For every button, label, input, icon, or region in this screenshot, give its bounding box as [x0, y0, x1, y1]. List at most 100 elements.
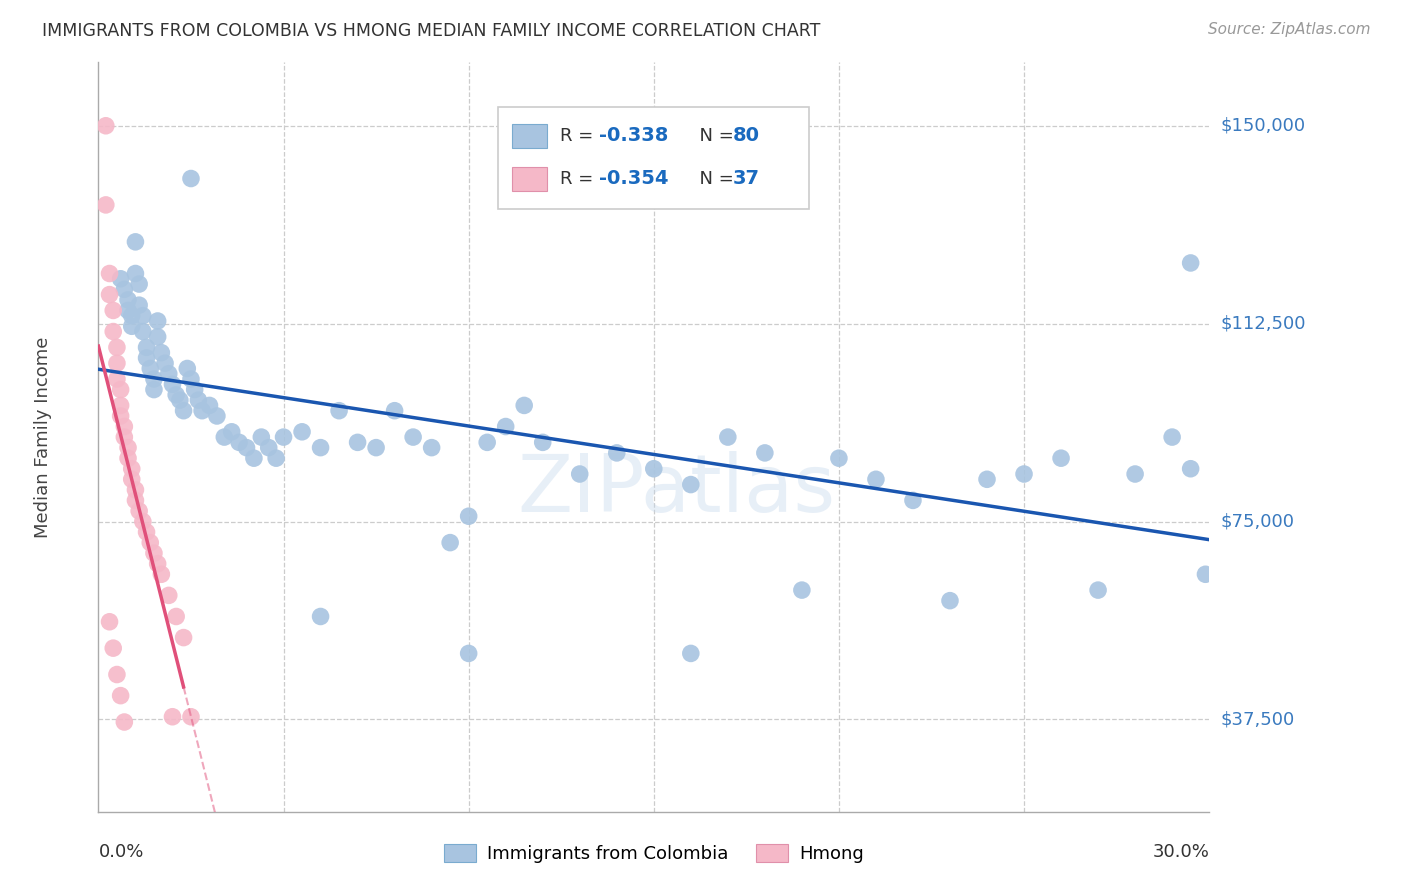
Point: [110, 689, 132, 703]
Text: $75,000: $75,000: [1220, 513, 1295, 531]
Point: [98, 267, 121, 281]
Point: [495, 419, 517, 434]
Point: [346, 435, 368, 450]
FancyBboxPatch shape: [512, 167, 547, 191]
Point: [128, 504, 150, 518]
Text: $150,000: $150,000: [1220, 117, 1305, 135]
FancyBboxPatch shape: [498, 107, 810, 209]
Point: [235, 441, 257, 455]
Text: $37,500: $37,500: [1220, 710, 1295, 729]
Point: [221, 425, 243, 439]
Point: [94, 198, 117, 212]
Point: [273, 430, 295, 444]
Point: [513, 399, 536, 413]
Point: [457, 647, 479, 661]
Point: [157, 588, 180, 602]
Point: [132, 515, 155, 529]
Point: [643, 461, 665, 475]
Point: [828, 451, 851, 466]
Text: 80: 80: [733, 127, 759, 145]
Point: [439, 535, 461, 549]
Point: [124, 235, 146, 249]
Point: [366, 441, 388, 455]
Point: [112, 714, 135, 729]
Point: [132, 325, 155, 339]
Point: [176, 361, 198, 376]
Point: [121, 461, 143, 475]
Text: $112,500: $112,500: [1220, 315, 1306, 333]
Point: [328, 403, 350, 417]
Point: [939, 593, 962, 607]
Point: [117, 293, 139, 307]
Point: [901, 493, 924, 508]
Text: IMMIGRANTS FROM COLOMBIA VS HMONG MEDIAN FAMILY INCOME CORRELATION CHART: IMMIGRANTS FROM COLOMBIA VS HMONG MEDIAN…: [42, 22, 821, 40]
Point: [205, 409, 228, 423]
Point: [132, 309, 155, 323]
Point: [135, 340, 157, 354]
Point: [309, 441, 332, 455]
Point: [135, 351, 157, 365]
Point: [112, 282, 135, 296]
FancyBboxPatch shape: [512, 124, 547, 148]
Point: [1087, 583, 1109, 598]
Point: [157, 367, 180, 381]
Point: [124, 493, 146, 508]
Point: [105, 667, 128, 681]
Point: [187, 393, 209, 408]
Point: [214, 430, 236, 444]
Point: [112, 419, 135, 434]
Point: [103, 303, 125, 318]
Point: [105, 356, 128, 370]
Text: 0.0%: 0.0%: [98, 843, 143, 862]
Point: [606, 446, 628, 460]
Point: [243, 451, 266, 466]
Text: ZIPatlas: ZIPatlas: [517, 450, 835, 529]
Point: [165, 609, 187, 624]
Text: R =: R =: [561, 127, 599, 145]
Point: [124, 483, 146, 497]
Point: [198, 399, 221, 413]
Text: N =: N =: [688, 127, 740, 145]
Point: [754, 446, 776, 460]
Point: [153, 356, 176, 370]
Point: [384, 403, 406, 417]
Point: [291, 425, 314, 439]
Point: [1180, 256, 1202, 270]
Point: [1194, 567, 1216, 582]
Point: [865, 472, 887, 486]
Point: [139, 361, 162, 376]
Point: [112, 430, 135, 444]
Point: [162, 710, 184, 724]
Point: [117, 303, 139, 318]
Point: [173, 631, 195, 645]
Point: [128, 277, 150, 291]
Point: [180, 372, 202, 386]
Point: [150, 567, 173, 582]
Point: [139, 535, 162, 549]
Text: Source: ZipAtlas.com: Source: ZipAtlas.com: [1208, 22, 1371, 37]
Point: [568, 467, 591, 481]
Point: [98, 615, 121, 629]
Point: [173, 403, 195, 417]
Point: [457, 509, 479, 524]
Point: [475, 435, 499, 450]
Point: [121, 309, 143, 323]
Point: [121, 472, 143, 486]
Point: [228, 435, 250, 450]
Point: [402, 430, 425, 444]
Text: 37: 37: [733, 169, 759, 188]
Point: [420, 441, 443, 455]
Point: [717, 430, 740, 444]
Point: [264, 451, 287, 466]
Point: [531, 435, 554, 450]
Point: [124, 267, 146, 281]
Point: [110, 383, 132, 397]
Point: [1050, 451, 1073, 466]
Point: [135, 524, 157, 539]
Point: [180, 710, 202, 724]
Point: [143, 372, 166, 386]
Point: [1180, 461, 1202, 475]
Point: [790, 583, 813, 598]
Text: -0.354: -0.354: [599, 169, 669, 188]
Point: [117, 451, 139, 466]
